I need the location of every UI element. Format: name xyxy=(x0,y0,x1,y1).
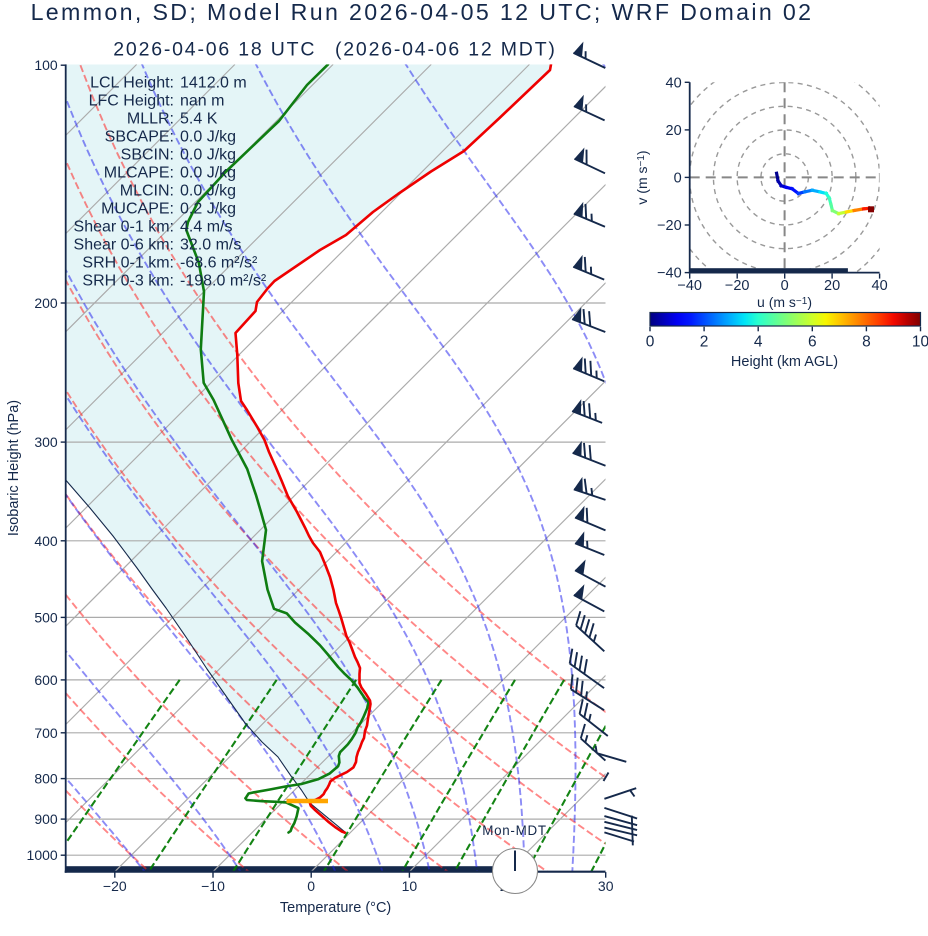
svg-text:4: 4 xyxy=(754,333,763,350)
svg-text:900: 900 xyxy=(34,811,58,827)
svg-text:20: 20 xyxy=(824,278,840,294)
svg-text:8: 8 xyxy=(862,333,871,350)
svg-text:−20: −20 xyxy=(103,878,127,894)
svg-text:30: 30 xyxy=(598,878,614,894)
svg-text:−20: −20 xyxy=(657,218,682,234)
svg-text:v (m s−1): v (m s−1) xyxy=(634,150,650,204)
svg-text:SBCAPE:: SBCAPE: xyxy=(105,129,174,146)
svg-text:−40: −40 xyxy=(657,266,682,282)
svg-text:LCL Height:: LCL Height: xyxy=(90,75,174,92)
svg-text:MLLR:: MLLR: xyxy=(127,111,174,128)
svg-text:MLCIN:: MLCIN: xyxy=(120,183,174,200)
svg-text:SBCIN:: SBCIN: xyxy=(121,147,174,164)
svg-text:1412.0 m: 1412.0 m xyxy=(180,75,247,92)
svg-text:Shear 0-1 km:: Shear 0-1 km: xyxy=(74,219,174,236)
svg-text:200: 200 xyxy=(34,295,58,311)
svg-text:SRH 0-1 km:: SRH 0-1 km: xyxy=(82,255,174,272)
svg-text:5.4 K: 5.4 K xyxy=(180,111,218,128)
svg-text:0.2 J/kg: 0.2 J/kg xyxy=(180,201,236,218)
svg-text:0: 0 xyxy=(646,333,655,350)
svg-text:-68.6 m²/s²: -68.6 m²/s² xyxy=(180,255,258,272)
svg-text:400: 400 xyxy=(34,533,58,549)
svg-text:Shear 0-6 km:: Shear 0-6 km: xyxy=(74,237,174,254)
svg-text:Lemmon, SD; Model Run 2026-04-: Lemmon, SD; Model Run 2026-04-05 12 UTC;… xyxy=(31,0,814,25)
svg-text:Temperature (°C): Temperature (°C) xyxy=(280,900,391,916)
svg-text:1000: 1000 xyxy=(27,847,58,863)
svg-text:MLCAPE:: MLCAPE: xyxy=(104,165,174,182)
svg-text:−10: −10 xyxy=(201,878,225,894)
svg-text:−20: −20 xyxy=(725,278,750,294)
svg-text:Isobaric Height (hPa): Isobaric Height (hPa) xyxy=(6,400,22,536)
svg-text:6: 6 xyxy=(808,333,817,350)
svg-text:Mon-MDT: Mon-MDT xyxy=(482,823,546,838)
svg-text:u (m s−1): u (m s−1) xyxy=(757,294,812,310)
svg-text:40: 40 xyxy=(872,278,888,294)
svg-text:0: 0 xyxy=(307,878,315,894)
svg-text:-198.0 m²/s²: -198.0 m²/s² xyxy=(180,273,267,290)
svg-text:10: 10 xyxy=(402,878,418,894)
svg-text:40: 40 xyxy=(666,75,682,91)
svg-text:4.4 m/s: 4.4 m/s xyxy=(180,219,232,236)
svg-text:Height (km AGL): Height (km AGL) xyxy=(731,354,838,370)
svg-text:700: 700 xyxy=(34,725,58,741)
svg-text:32.0 m/s: 32.0 m/s xyxy=(180,237,241,254)
svg-text:2: 2 xyxy=(700,333,709,350)
svg-text:0.0 J/kg: 0.0 J/kg xyxy=(180,129,236,146)
svg-text:LFC Height:: LFC Height: xyxy=(89,93,174,110)
svg-text:−40: −40 xyxy=(677,278,702,294)
svg-text:SRH 0-3 km:: SRH 0-3 km: xyxy=(82,273,174,290)
svg-text:0: 0 xyxy=(781,278,789,294)
svg-text:10: 10 xyxy=(912,333,928,350)
svg-text:0: 0 xyxy=(674,170,682,186)
svg-text:2026-04-06 18 UTC (2026-04-06: 2026-04-06 18 UTC (2026-04-06 12 MDT) xyxy=(113,39,556,61)
svg-text:nan m: nan m xyxy=(180,93,224,110)
svg-text:800: 800 xyxy=(34,771,58,787)
svg-text:0.0 J/kg: 0.0 J/kg xyxy=(180,147,236,164)
svg-text:100: 100 xyxy=(34,57,58,73)
svg-text:MUCAPE:: MUCAPE: xyxy=(101,201,174,218)
svg-text:600: 600 xyxy=(34,672,58,688)
svg-text:500: 500 xyxy=(34,609,58,625)
svg-text:0.0 J/kg: 0.0 J/kg xyxy=(180,183,236,200)
svg-text:300: 300 xyxy=(34,434,58,450)
svg-text:20: 20 xyxy=(666,123,682,139)
svg-text:0.0 J/kg: 0.0 J/kg xyxy=(180,165,236,182)
